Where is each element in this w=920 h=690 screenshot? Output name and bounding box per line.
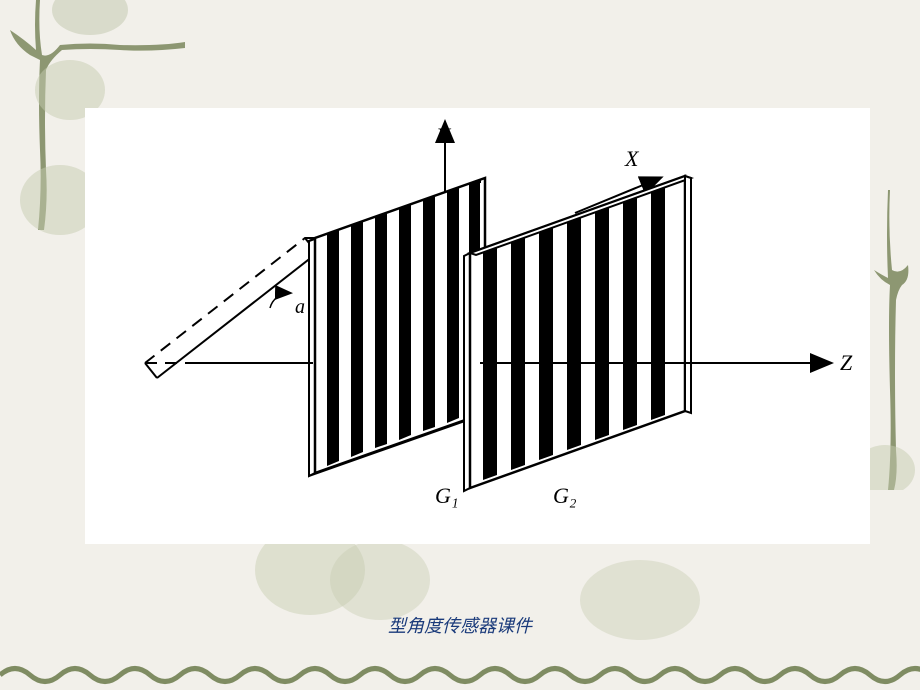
axis-label-z: Z <box>840 350 853 375</box>
grating-diagram: Z Y X a <box>85 108 870 544</box>
grating-label-g2: G₂ <box>553 483 577 508</box>
axis-label-y: Y <box>437 123 452 148</box>
grating-label-g1: G₁ <box>435 483 459 508</box>
grating-g1 <box>309 178 485 476</box>
decor-bottom-border <box>0 660 920 690</box>
grating-g2 <box>464 176 691 491</box>
diagram-panel: Z Y X a <box>85 108 870 544</box>
angle-label: a <box>295 296 305 318</box>
caption-text: 型角度传感器课件 <box>0 612 920 638</box>
axis-label-x: X <box>624 146 640 171</box>
